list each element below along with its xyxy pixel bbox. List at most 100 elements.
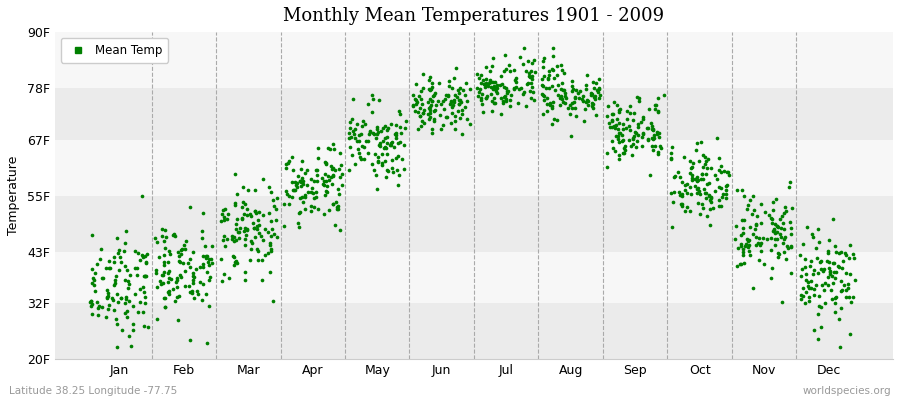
Point	[122, 332, 137, 339]
Text: Latitude 38.25 Longitude -77.75: Latitude 38.25 Longitude -77.75	[9, 386, 177, 396]
Point	[106, 254, 121, 260]
Point	[238, 225, 252, 231]
Point	[185, 277, 200, 284]
Point	[517, 88, 531, 95]
Point	[422, 116, 436, 122]
Point	[136, 309, 150, 315]
Point	[393, 130, 408, 136]
Point	[545, 53, 560, 60]
Point	[612, 107, 626, 114]
Point	[487, 83, 501, 89]
Point	[551, 81, 565, 88]
Point	[266, 197, 280, 203]
Point	[749, 220, 763, 227]
Point	[410, 108, 425, 115]
Point	[176, 260, 190, 266]
Point	[326, 173, 340, 179]
Point	[778, 234, 792, 240]
Point	[100, 294, 114, 300]
Point	[784, 231, 798, 238]
Point	[316, 181, 330, 187]
Point	[482, 79, 496, 86]
Point	[240, 226, 255, 232]
Point	[268, 216, 283, 223]
Point	[163, 276, 177, 283]
Point	[703, 222, 717, 228]
Point	[796, 293, 810, 299]
Point	[762, 212, 777, 218]
Point	[262, 210, 276, 216]
Point	[608, 99, 622, 106]
Point	[85, 280, 99, 286]
Point	[460, 116, 474, 123]
Point	[238, 268, 253, 275]
Point	[626, 136, 640, 142]
Point	[518, 68, 533, 74]
Point	[491, 90, 505, 96]
Point	[832, 344, 847, 350]
Point	[387, 144, 401, 150]
Point	[350, 138, 365, 144]
Point	[784, 225, 798, 231]
Point	[542, 85, 556, 91]
Point	[712, 155, 726, 162]
Point	[233, 225, 248, 231]
Point	[423, 87, 437, 93]
Point	[86, 276, 101, 283]
Point	[331, 206, 346, 212]
Point	[120, 314, 134, 320]
Point	[740, 236, 754, 242]
Point	[768, 230, 782, 236]
Point	[181, 259, 195, 266]
Point	[322, 207, 337, 213]
Point	[153, 278, 167, 284]
Point	[257, 252, 272, 258]
Point	[156, 280, 170, 286]
Point	[630, 138, 644, 144]
Point	[714, 202, 728, 209]
Point	[484, 63, 499, 69]
Point	[118, 300, 132, 306]
Point	[842, 242, 857, 248]
Point	[591, 76, 606, 82]
Point	[775, 220, 789, 226]
Point	[326, 172, 340, 178]
Point	[167, 298, 182, 304]
Point	[201, 259, 215, 266]
Point	[194, 235, 209, 241]
Point	[307, 195, 321, 201]
Point	[229, 171, 243, 177]
Point	[131, 250, 146, 256]
Point	[822, 259, 836, 265]
Point	[684, 191, 698, 197]
Point	[204, 256, 219, 262]
Point	[699, 165, 714, 171]
Point	[670, 169, 685, 175]
Point	[703, 197, 717, 203]
Point	[757, 260, 771, 267]
Point	[588, 92, 602, 99]
Point	[554, 94, 568, 100]
Point	[622, 123, 636, 130]
Point	[771, 254, 786, 260]
Point	[644, 120, 659, 127]
Point	[544, 102, 559, 109]
Point	[118, 277, 132, 283]
Point	[158, 304, 172, 311]
Point	[183, 204, 197, 210]
Point	[493, 82, 508, 88]
Point	[108, 277, 122, 284]
Point	[410, 99, 424, 106]
Point	[361, 138, 375, 144]
Point	[842, 270, 857, 277]
Point	[842, 281, 856, 288]
Point	[351, 146, 365, 152]
Point	[135, 254, 149, 260]
Point	[579, 98, 593, 105]
Point	[386, 168, 400, 175]
Point	[497, 93, 511, 100]
Point	[730, 263, 744, 269]
Point	[244, 238, 258, 244]
Point	[267, 203, 282, 210]
Point	[508, 67, 522, 74]
